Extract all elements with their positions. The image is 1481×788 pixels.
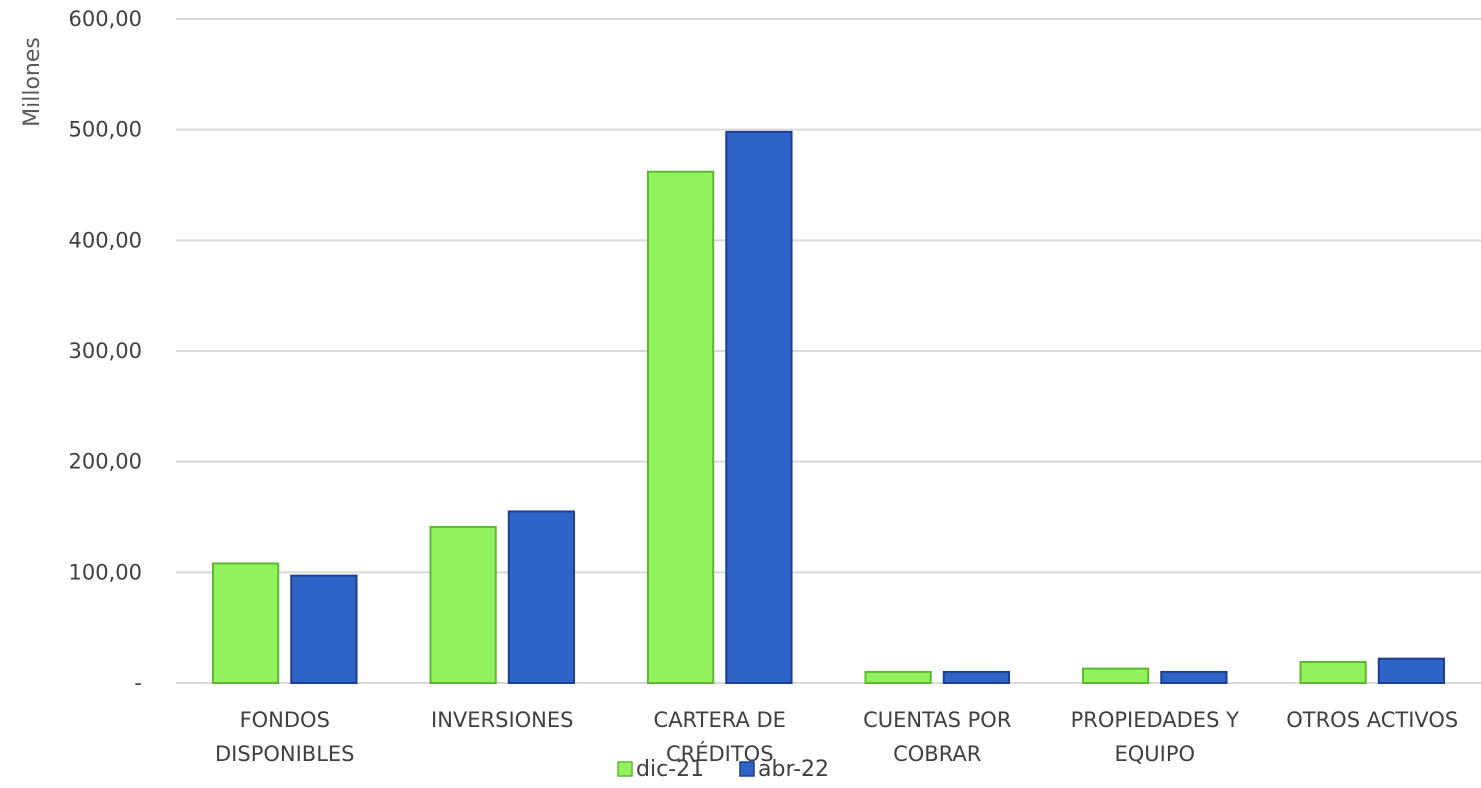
bar-dic-21-3 [864, 670, 932, 685]
bar-abr-22-2 [725, 130, 793, 684]
bar-dic-21-2 [646, 170, 715, 684]
x-category-label: FONDOS [240, 708, 330, 732]
y-tick-label: 100,00 [69, 560, 142, 584]
bar-dic-21-1 [429, 525, 497, 685]
bar-abr-22-5 [1377, 657, 1446, 684]
y-tick-label: 500,00 [69, 118, 142, 142]
y-axis-ticks: - 100,00 200,00 300,00 400,00 500,00 600,00 [69, 7, 142, 695]
bar-abr-22-1 [507, 510, 576, 685]
x-category-label: EQUIPO [1114, 742, 1195, 766]
x-axis-labels: FONDOS DISPONIBLES INVERSIONES CARTERA DE CR… [215, 708, 1458, 766]
bar-abr-22-0 [290, 574, 358, 684]
legend-label-abr-22: abr-22 [758, 757, 829, 782]
bar-dic-21-4 [1081, 667, 1150, 685]
bar-abr-22-4 [1160, 670, 1228, 685]
x-category-label: PROPIEDADES Y [1071, 708, 1240, 732]
bar-dic-21-5 [1299, 660, 1367, 684]
y-tick-label: 200,00 [69, 450, 142, 474]
x-category-label: INVERSIONES [431, 708, 574, 732]
y-tick-label: 600,00 [69, 7, 142, 31]
bar-abr-22-3 [942, 670, 1011, 685]
x-category-label: OTROS ACTIVOS [1286, 708, 1458, 732]
x-category-label: COBRAR [893, 742, 981, 766]
bar-dic-21-0 [211, 562, 280, 684]
bars [211, 130, 1446, 685]
legend-swatch-abr-22 [739, 761, 755, 777]
y-tick-label: 400,00 [69, 228, 142, 252]
x-category-label: CUENTAS POR [863, 708, 1011, 732]
y-tick-label: 300,00 [69, 339, 142, 363]
y-tick-label: - [134, 671, 142, 695]
x-category-label: DISPONIBLES [215, 742, 355, 766]
gridlines [176, 18, 1481, 684]
y-axis-title: Millones [20, 37, 45, 127]
x-category-label: CRÉDITOS [666, 741, 774, 766]
legend-label-dic-21: dic-21 [636, 757, 704, 782]
x-category-label: CARTERA DE [654, 708, 786, 732]
legend: dic-21 abr-22 [617, 757, 829, 782]
legend-swatch-dic-21 [617, 761, 633, 777]
